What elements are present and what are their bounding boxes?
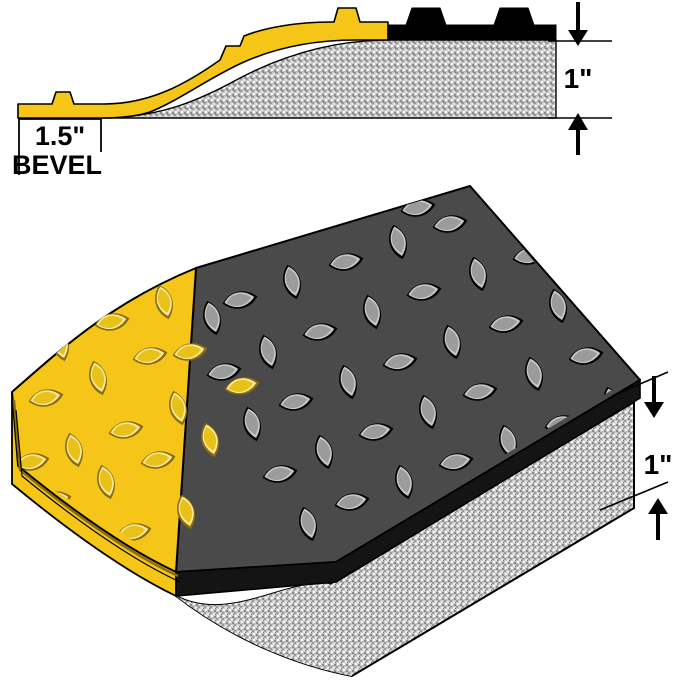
perspective-thickness-dimension: 1" xyxy=(599,371,673,540)
perspective-thickness-value: 1" xyxy=(644,449,673,480)
arrow-down-icon xyxy=(644,376,664,418)
bevel-dimension-caption: BEVEL xyxy=(12,150,102,180)
cross-section-black-layer xyxy=(387,7,557,41)
arrow-up-icon xyxy=(648,498,668,540)
bevel-dimension-value: 1.5" xyxy=(35,121,85,151)
cross-section-yellow-bevel xyxy=(17,7,389,119)
perspective-foam-base xyxy=(175,400,635,678)
arrow-down-icon xyxy=(568,2,588,46)
cross-section-thickness-value: 1" xyxy=(564,63,593,94)
arrow-up-icon xyxy=(568,113,588,155)
bevel-dimension: 1.5" BEVEL xyxy=(12,118,102,180)
perspective-yellow-section xyxy=(11,267,310,598)
cross-section-thickness-dimension: 1" xyxy=(548,2,612,155)
